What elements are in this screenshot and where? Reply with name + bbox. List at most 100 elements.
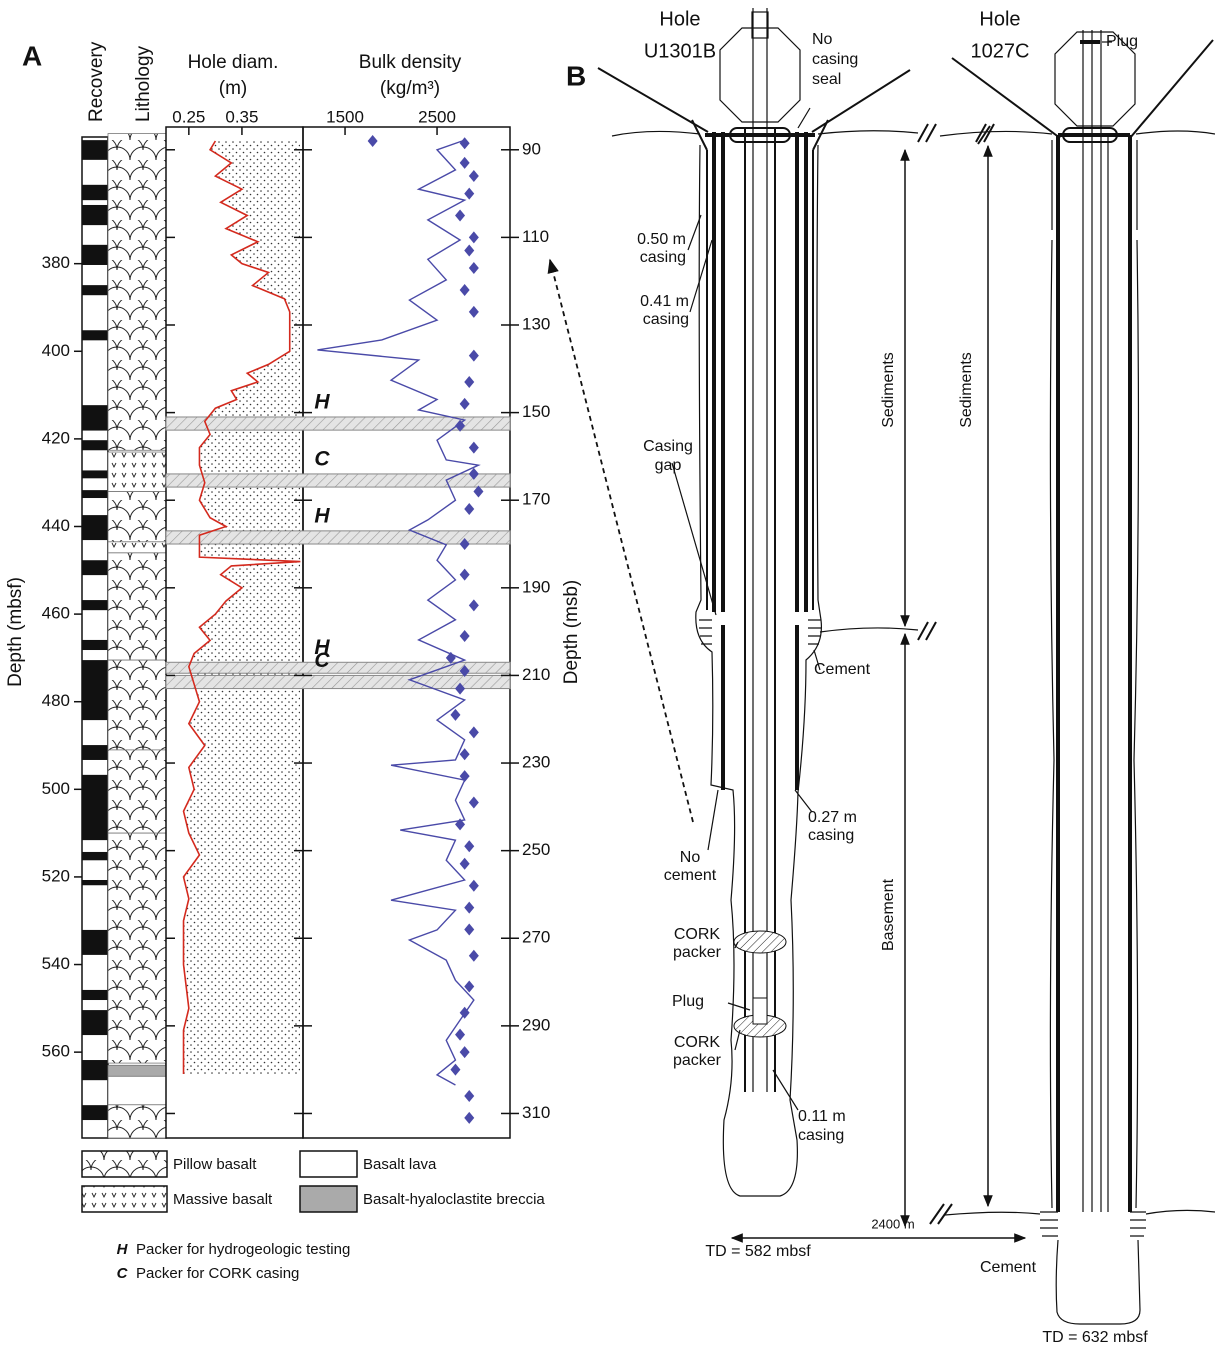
y2-tick-label: 310	[522, 1103, 550, 1122]
lithology-interval	[108, 542, 166, 553]
annotation: casing	[640, 249, 686, 266]
x-tick-label: 0.35	[225, 107, 258, 126]
density-sample	[455, 209, 465, 221]
legend-swatch	[82, 1186, 167, 1212]
annotation: casing	[643, 311, 689, 328]
track-title: Bulk density	[359, 52, 462, 73]
y-tick-label: 500	[42, 779, 70, 798]
annotation: Sediments	[880, 352, 897, 428]
annotation: cement	[664, 867, 717, 884]
lithology-interval	[108, 750, 166, 833]
recovered-interval	[82, 775, 108, 840]
y2-tick-label: 250	[522, 840, 550, 859]
annotation: CORK	[674, 926, 721, 943]
density-sample	[460, 569, 470, 581]
recovered-interval	[82, 440, 108, 450]
packer-label: H	[314, 391, 330, 414]
lithology-interval	[108, 1076, 166, 1104]
density-sample	[469, 306, 479, 318]
density-sample	[469, 442, 479, 454]
recovered-interval	[82, 660, 108, 720]
packer-band	[166, 474, 510, 487]
density-sample	[464, 188, 474, 200]
figure: A Recovery Lithology Hole diam. (m) Bulk…	[0, 0, 1215, 1349]
annotation: gap	[655, 457, 682, 474]
density-sample	[450, 709, 460, 721]
annotation: No	[812, 31, 833, 48]
lithology-interval	[108, 134, 166, 451]
annotation: TD = 632 mbsf	[1042, 1329, 1148, 1346]
density-sample	[469, 726, 479, 738]
recovered-interval	[82, 852, 108, 860]
annotation: Hole	[659, 8, 700, 30]
annotation: No	[680, 849, 701, 866]
lithology-interval	[108, 1105, 166, 1138]
lithology-interval	[108, 553, 166, 660]
recovered-interval	[82, 990, 108, 1000]
legend-label: Packer for CORK casing	[136, 1265, 299, 1282]
density-sample	[450, 1064, 460, 1076]
track-unit: (kg/m³)	[380, 78, 440, 99]
y-tick-label: 560	[42, 1042, 70, 1061]
y-tick-label: 520	[42, 866, 70, 885]
recovered-interval	[82, 745, 108, 760]
legend-label: Basalt-hyaloclastite breccia	[363, 1191, 545, 1208]
annotation: Cement	[980, 1259, 1037, 1276]
recovered-interval	[82, 1105, 108, 1120]
recovered-interval	[82, 285, 108, 295]
y-tick-label: 460	[42, 604, 70, 623]
annotation: 0.50 m	[637, 231, 686, 248]
density-sample	[455, 1029, 465, 1041]
annotation: casing	[798, 1127, 844, 1144]
annotation: 0.41 m	[640, 293, 689, 310]
x-tick-label: 0.25	[172, 107, 205, 126]
y-tick-label: 400	[42, 341, 70, 360]
packer-label: C	[314, 447, 330, 470]
legend-swatch	[300, 1151, 357, 1177]
y2-tick-label: 210	[522, 665, 550, 684]
annotation: Plug	[1106, 33, 1138, 50]
annotation: 0.11 m	[798, 1108, 846, 1125]
legend-label: Massive basalt	[173, 1191, 273, 1208]
y-tick-label: 420	[42, 428, 70, 447]
annotation: Sediments	[958, 352, 975, 428]
x-tick-label: 2500	[418, 107, 456, 126]
y2-tick-label: 150	[522, 402, 550, 421]
lithology-interval	[108, 452, 166, 491]
y2-tick-label: 270	[522, 928, 550, 947]
annotation: Casing	[643, 438, 693, 455]
track-title: Hole diam.	[188, 52, 279, 73]
density-sample	[460, 748, 470, 760]
axis-label: Depth (mbsf)	[5, 577, 26, 687]
panel-label: A	[22, 40, 42, 71]
density-sample	[464, 245, 474, 257]
annotation: TD = 582 mbsf	[705, 1243, 811, 1260]
annotation: packer	[673, 944, 722, 961]
recovered-interval	[82, 245, 108, 265]
density-sample	[464, 840, 474, 852]
legend-letter: H	[117, 1241, 129, 1258]
recovered-interval	[82, 640, 108, 650]
density-track	[303, 127, 510, 1138]
lithology-interval	[108, 1065, 166, 1076]
density-sample	[464, 902, 474, 914]
recovered-interval	[82, 205, 108, 225]
panel-label: B	[566, 60, 586, 91]
annotation: casing	[808, 827, 854, 844]
annotation: casing	[812, 51, 858, 68]
annotation: packer	[673, 1052, 722, 1069]
legend-letter: C	[117, 1265, 129, 1282]
packer-band	[166, 662, 510, 673]
recovered-interval	[82, 880, 108, 885]
density-sample	[460, 157, 470, 169]
density-sample	[460, 630, 470, 642]
recovered-interval	[82, 330, 108, 340]
annotation: Plug	[672, 993, 704, 1010]
recovered-interval	[82, 560, 108, 575]
density-sample	[460, 398, 470, 410]
density-sample	[464, 376, 474, 388]
y-tick-label: 440	[42, 516, 70, 535]
density-sample	[460, 858, 470, 870]
density-sample	[464, 1090, 474, 1102]
recovered-interval	[82, 1010, 108, 1035]
